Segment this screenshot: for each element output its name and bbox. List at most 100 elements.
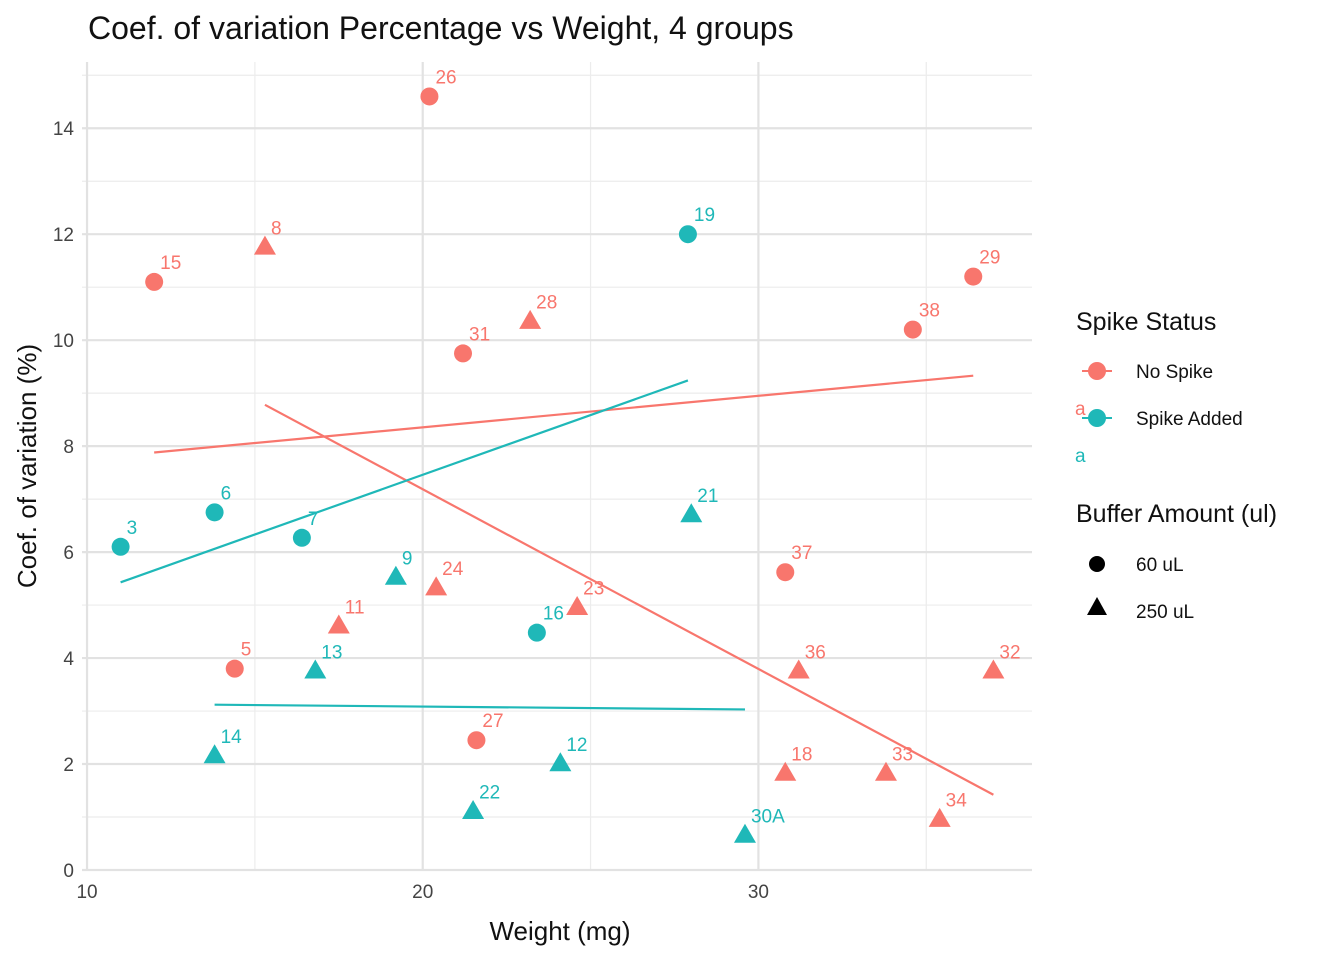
y-tick-label: 12: [53, 225, 74, 246]
data-point-triangle: [680, 503, 703, 523]
legend-key-point-spike-added: [1088, 409, 1106, 427]
y-axis-title: Coef. of variation (%): [12, 344, 42, 588]
data-point-triangle: [462, 799, 485, 819]
data-point-triangle: [304, 659, 327, 679]
point-label: 24: [442, 559, 464, 580]
data-point-triangle: [549, 752, 572, 772]
point-label: 3: [127, 518, 138, 539]
data-point-circle: [145, 272, 164, 291]
point-label: 12: [566, 735, 587, 756]
data-point-triangle: [787, 659, 810, 679]
point-label: 38: [919, 301, 940, 322]
point-label: 28: [536, 293, 557, 314]
grid: [82, 62, 1032, 872]
legend-key-text-spike-added: a: [1075, 446, 1086, 467]
legend-key-circle: [1089, 556, 1105, 572]
data-point-triangle: [982, 659, 1005, 679]
legend-label-no-spike: No Spike: [1136, 362, 1213, 383]
legend-key-point-no-spike: [1088, 362, 1106, 380]
legend-key-triangle: [1087, 597, 1107, 615]
data-point-circle: [964, 267, 983, 286]
data-point-circle: [467, 731, 486, 750]
point-label: 13: [321, 642, 342, 663]
data-point-triangle: [928, 807, 951, 827]
data-point-circle: [776, 563, 795, 582]
data-point-circle: [292, 528, 311, 547]
point-label: 7: [308, 509, 319, 530]
point-label: 18: [791, 745, 812, 766]
data-point-triangle: [774, 761, 797, 781]
point-label: 31: [469, 324, 490, 345]
y-tick-label: 8: [63, 437, 74, 458]
legend-key-text-no-spike: a: [1075, 399, 1086, 420]
data-point-circle: [678, 225, 697, 244]
point-label: 32: [999, 642, 1020, 663]
legend-title-buffer-amount: Buffer Amount (ul): [1076, 500, 1277, 528]
chart-title: Coef. of variation Percentage vs Weight,…: [88, 10, 794, 46]
x-tick-label: 10: [76, 882, 97, 903]
y-tick-label: 4: [63, 649, 74, 670]
data-point-circle: [454, 344, 473, 363]
point-label: 22: [479, 783, 500, 804]
data-point-circle: [225, 659, 244, 678]
data-points: [111, 87, 1005, 843]
fit-line: [120, 379, 689, 584]
point-label: 34: [946, 791, 968, 812]
point-label: 9: [402, 549, 413, 570]
x-tick-label: 20: [412, 882, 433, 903]
data-point-circle: [903, 320, 922, 339]
point-label: 36: [805, 642, 826, 663]
y-tick-label: 0: [63, 861, 74, 882]
y-tick-label: 14: [53, 119, 75, 140]
data-point-circle: [205, 503, 224, 522]
data-point-triangle: [874, 761, 897, 781]
point-label: 37: [791, 543, 812, 564]
y-tick-label: 10: [53, 331, 74, 352]
data-point-triangle: [253, 235, 276, 255]
x-axis-title: Weight (mg): [489, 916, 630, 946]
legend-title-spike-status: Spike Status: [1076, 308, 1216, 336]
y-tick-label: 2: [63, 755, 74, 776]
legend: Spike Status a No Spike a Spike Added Bu…: [1075, 308, 1277, 623]
data-point-triangle: [733, 823, 756, 843]
legend-label-spike-added: Spike Added: [1136, 409, 1243, 430]
point-label: 8: [271, 218, 282, 239]
point-label: 21: [697, 486, 718, 507]
data-point-triangle: [327, 614, 350, 634]
point-label: 30A: [751, 807, 785, 828]
legend-label-60ul: 60 uL: [1136, 555, 1184, 576]
x-tick-label: 30: [748, 882, 769, 903]
point-label: 15: [160, 253, 181, 274]
legend-item-60ul: 60 uL: [1089, 555, 1184, 576]
legend-item-250ul: 250 uL: [1087, 597, 1194, 623]
fit-line: [214, 703, 745, 711]
point-label: 14: [221, 727, 243, 748]
y-tick-label: 6: [63, 543, 74, 564]
point-label: 33: [892, 745, 913, 766]
point-label: 16: [543, 604, 564, 625]
point-label: 5: [241, 640, 252, 661]
data-point-triangle: [425, 576, 448, 596]
data-point-circle: [527, 623, 546, 642]
point-label: 23: [583, 579, 604, 600]
data-point-triangle: [519, 309, 542, 329]
fit-line: [264, 403, 994, 796]
legend-item-spike-added: a Spike Added: [1075, 409, 1243, 467]
data-point-triangle: [566, 595, 589, 615]
legend-label-250ul: 250 uL: [1136, 602, 1194, 623]
data-point-circle: [420, 87, 439, 106]
data-point-triangle: [203, 744, 226, 764]
point-label: 26: [435, 67, 456, 88]
fit-line: [154, 374, 974, 454]
data-point-triangle: [384, 565, 407, 585]
regression-lines: [120, 374, 994, 796]
point-label: 19: [694, 205, 715, 226]
point-label: 6: [221, 483, 232, 504]
point-label: 27: [482, 711, 503, 732]
point-label: 11: [345, 597, 365, 618]
legend-item-no-spike: a No Spike: [1075, 362, 1213, 420]
data-point-circle: [111, 537, 130, 556]
